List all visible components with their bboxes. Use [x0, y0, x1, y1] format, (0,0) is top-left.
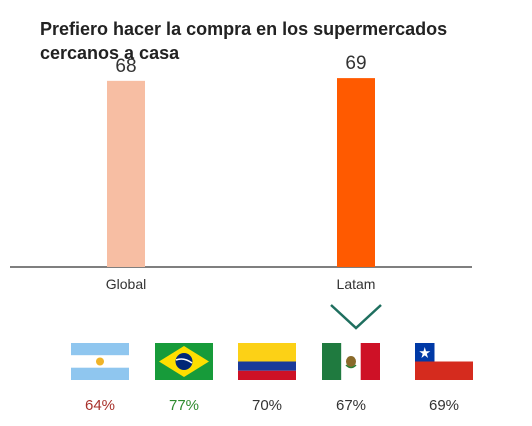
chart-title: Prefiero hacer la compra en los supermer… [40, 19, 448, 63]
latam-selector-chevron-icon [330, 304, 382, 330]
colombia-flag-icon [238, 343, 296, 380]
bar-latam [337, 78, 375, 267]
colombia-percent: 70% [251, 397, 283, 414]
argentina-flag-icon [71, 343, 129, 380]
chile-flag-icon [415, 343, 473, 380]
bar-global [107, 80, 145, 267]
mexico-percent: 67% [335, 397, 367, 414]
category-label-global: Global [106, 276, 146, 292]
value-label-latam: 69 [345, 53, 366, 74]
brazil-percent: 77% [168, 397, 200, 414]
value-label-global: 68 [115, 56, 136, 77]
mexico-flag-icon [322, 343, 380, 380]
argentina-percent: 64% [84, 397, 116, 414]
chile-percent: 69% [428, 397, 460, 414]
brazil-flag-icon [155, 343, 213, 380]
category-label-latam: Latam [337, 276, 376, 292]
